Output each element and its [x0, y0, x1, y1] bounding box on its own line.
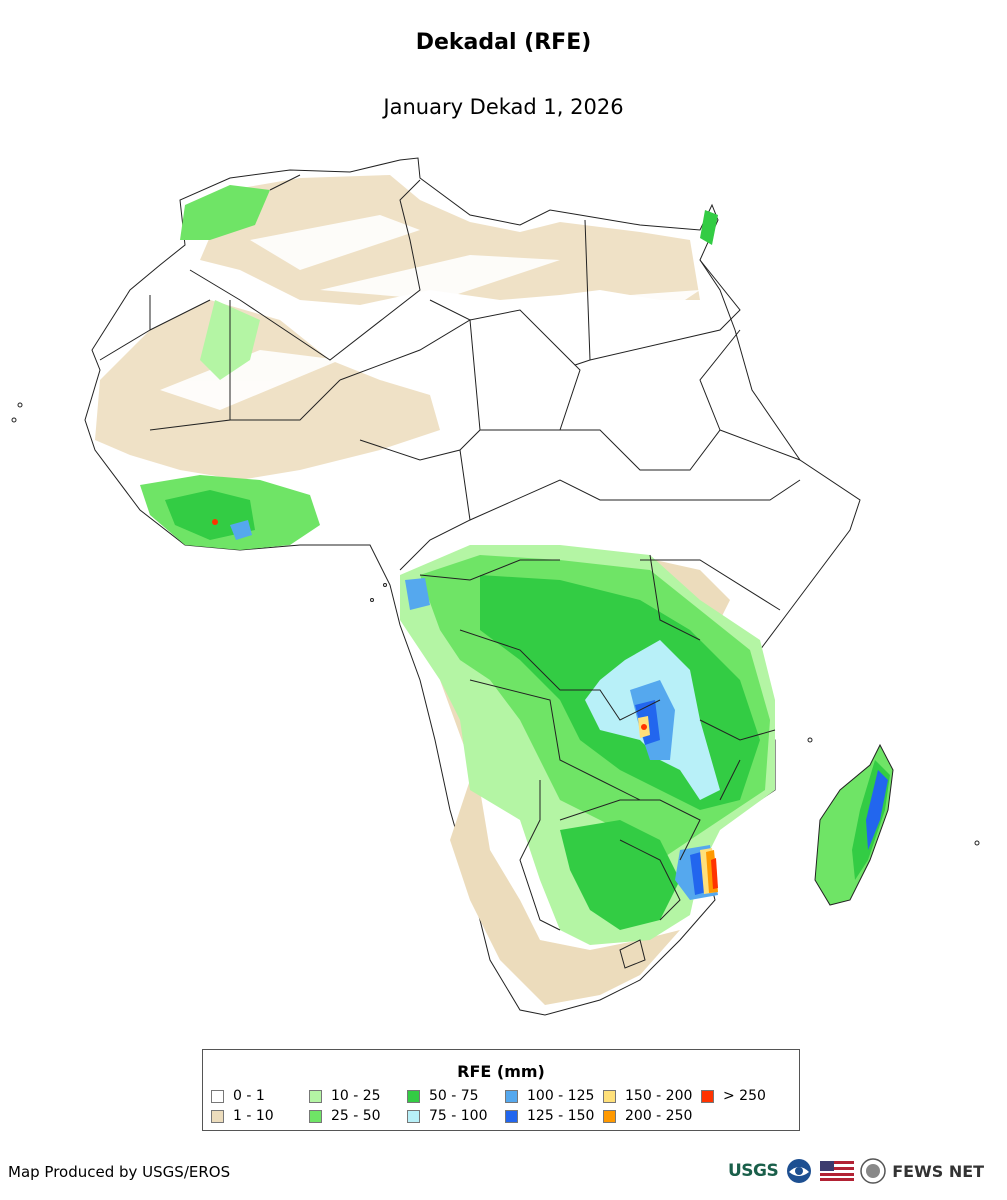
legend-label: 10 - 25	[331, 1088, 381, 1104]
legend-item: 150 - 200	[603, 1088, 701, 1104]
legend-item: 1 - 10	[211, 1108, 309, 1124]
noaa-logo	[787, 1159, 812, 1183]
usgs-logo: USGS	[728, 1161, 779, 1181]
legend-swatch	[407, 1109, 420, 1123]
legend-swatch	[407, 1089, 420, 1103]
map-title: Dekadal (RFE)	[415, 30, 592, 55]
country-borders	[99, 174, 801, 969]
legend-swatch	[701, 1089, 714, 1103]
legend-item: 125 - 150	[505, 1108, 603, 1124]
legend-swatch	[603, 1089, 616, 1103]
legend-label: 200 - 250	[625, 1108, 693, 1124]
legend-swatch	[211, 1109, 224, 1123]
rfe-mozambique-heavy	[675, 845, 718, 900]
logo-bar: USGS FEWS NET	[728, 1158, 984, 1184]
legend-swatch	[211, 1089, 224, 1103]
legend-label: 0 - 1	[233, 1088, 265, 1104]
legend-label: 125 - 150	[527, 1108, 595, 1124]
rfe-north-green	[180, 185, 718, 380]
legend-item: 100 - 125	[505, 1088, 603, 1104]
legend-item: 25 - 50	[309, 1108, 407, 1124]
legend-label: 1 - 10	[233, 1108, 274, 1124]
legend-item: 200 - 250	[603, 1108, 701, 1124]
legend-grid: 0 - 1 10 - 25 50 - 75 100 - 125 150 - 200 > 2…	[211, 1088, 799, 1124]
legend-label: 100 - 125	[527, 1088, 595, 1104]
madagascar	[814, 743, 894, 906]
africa-rainfall-map	[11, 157, 980, 1016]
legend-label: 50 - 75	[429, 1088, 479, 1104]
legend-label: 75 - 100	[429, 1108, 488, 1124]
legend-item: > 250	[701, 1088, 799, 1104]
sahara-dry-streaks	[160, 215, 700, 410]
legend-label: 25 - 50	[331, 1108, 381, 1124]
legend-title: RFE (mm)	[457, 1062, 545, 1081]
legend: RFE (mm) 0 - 1 10 - 25 50 - 75 100 - 125 150…	[202, 1049, 800, 1131]
legend-swatch	[309, 1089, 322, 1103]
legend-item: 0 - 1	[211, 1088, 309, 1104]
us-flag-icon	[820, 1161, 855, 1181]
credit-text: Map Produced by USGS/EROS	[8, 1163, 231, 1181]
legend-swatch	[309, 1109, 322, 1123]
state-department-seal	[860, 1158, 886, 1184]
rfe-west-africa	[140, 475, 320, 550]
legend-swatch	[505, 1089, 518, 1103]
legend-label: > 250	[723, 1088, 766, 1104]
islands	[11, 402, 980, 846]
legend-item: 10 - 25	[309, 1088, 407, 1104]
legend-label: 150 - 200	[625, 1088, 693, 1104]
legend-item: 75 - 100	[407, 1108, 505, 1124]
legend-swatch	[603, 1109, 616, 1123]
legend-item: 50 - 75	[407, 1088, 505, 1104]
fewsnet-logo: FEWS NET	[892, 1161, 985, 1181]
legend-swatch	[505, 1109, 518, 1123]
map-subtitle: January Dekad 1, 2026	[383, 95, 624, 119]
